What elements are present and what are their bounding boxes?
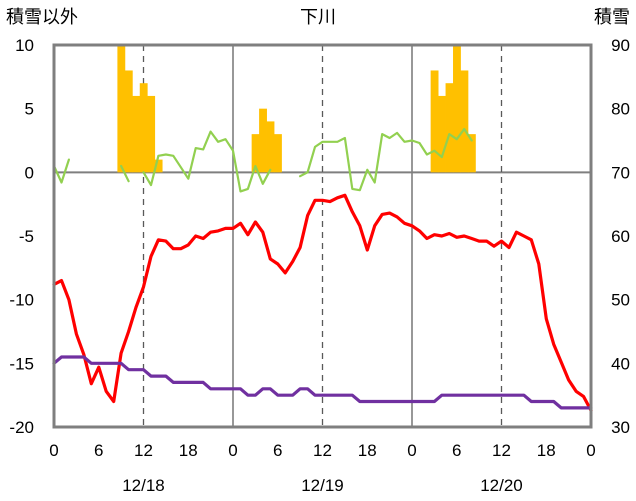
snow-depth-line: [52, 355, 593, 410]
x-tick-label: 0: [228, 441, 237, 460]
left-tick-label: -5: [19, 227, 34, 246]
x-tick-label: 12: [134, 441, 153, 460]
x-tick-label: 18: [179, 441, 198, 460]
left-axis-ticks: 10 5 0 -5 -10 -15 -20: [9, 36, 34, 437]
precip-bar: [139, 83, 148, 173]
x-tick-label: 12: [313, 441, 332, 460]
left-tick-label: 0: [25, 163, 34, 182]
x-tick-label: 12: [492, 441, 511, 460]
wind-line: [299, 127, 473, 192]
left-tick-label: -20: [9, 418, 34, 437]
series-lines: [52, 127, 593, 412]
precip-bar: [438, 95, 446, 173]
left-tick-label: 10: [15, 36, 34, 55]
precip-bar: [124, 70, 133, 173]
right-tick-label: 80: [611, 100, 630, 119]
right-axis-label: 積雪: [594, 7, 630, 27]
plot-frame: [52, 43, 593, 429]
date-label: 12/18: [122, 476, 165, 495]
wind-line: [52, 158, 71, 184]
precip-bar: [460, 70, 469, 173]
right-tick-label: 40: [611, 354, 630, 373]
wind-line: [119, 164, 130, 183]
precip-bar: [453, 45, 461, 173]
x-tick-label: 0: [586, 441, 595, 460]
precip-bar: [117, 45, 126, 173]
precip-bar: [154, 159, 163, 173]
precip-bar: [266, 121, 275, 173]
right-tick-label: 70: [611, 163, 630, 182]
precip-bar: [147, 95, 156, 173]
date-label: 12/20: [480, 476, 523, 495]
x-tick-label: 0: [407, 441, 416, 460]
x-tick-label: 6: [94, 441, 103, 460]
precip-bar: [274, 134, 282, 173]
precipitation-bars: [117, 45, 476, 173]
right-tick-label: 30: [611, 418, 630, 437]
temperature-line: [52, 193, 593, 412]
x-tick-label: 18: [537, 441, 556, 460]
right-tick-label: 50: [611, 291, 630, 310]
precip-bar: [259, 108, 267, 173]
x-axis-ticks: 0 6 12 18 0 6 12 18 0 6 12 18 0: [49, 441, 595, 460]
chart-title: 下川: [300, 7, 336, 27]
date-label: 12/19: [301, 476, 344, 495]
precip-bar: [132, 95, 141, 173]
right-tick-label: 60: [611, 227, 630, 246]
wind-line: [142, 130, 272, 193]
right-axis-ticks: 90 80 70 60 50 40 30: [611, 36, 630, 437]
right-tick-label: 90: [611, 36, 630, 55]
x-tick-label: 6: [452, 441, 461, 460]
plot-area: [52, 43, 593, 429]
x-tick-label: 18: [358, 441, 377, 460]
left-tick-label: 5: [25, 100, 34, 119]
precip-bar: [467, 134, 476, 173]
x-tick-label: 0: [49, 441, 58, 460]
precip-bar: [445, 83, 454, 173]
left-tick-label: -15: [9, 354, 34, 373]
x-axis-dates: 12/18 12/19 12/20: [122, 476, 523, 495]
x-tick-label: 6: [273, 441, 282, 460]
left-tick-label: -10: [9, 291, 34, 310]
left-axis-label: 積雪以外: [6, 7, 78, 27]
precip-bar: [430, 70, 439, 173]
precip-bar: [251, 134, 260, 173]
